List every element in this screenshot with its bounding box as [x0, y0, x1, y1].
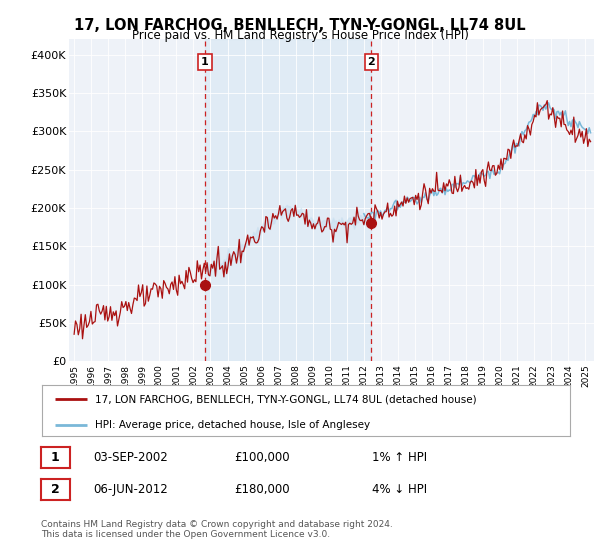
- Text: Price paid vs. HM Land Registry's House Price Index (HPI): Price paid vs. HM Land Registry's House …: [131, 29, 469, 42]
- Text: 4% ↓ HPI: 4% ↓ HPI: [372, 483, 427, 496]
- Bar: [205, 39, 371, 361]
- Text: 2: 2: [367, 57, 375, 67]
- Text: 06-JUN-2012: 06-JUN-2012: [93, 483, 168, 496]
- Text: 2: 2: [51, 483, 59, 496]
- Text: HPI: Average price, detached house, Isle of Anglesey: HPI: Average price, detached house, Isle…: [95, 419, 370, 430]
- Text: 17, LON FARCHOG, BENLLECH, TYN-Y-GONGL, LL74 8UL: 17, LON FARCHOG, BENLLECH, TYN-Y-GONGL, …: [74, 18, 526, 33]
- Text: 1: 1: [201, 57, 209, 67]
- Text: £100,000: £100,000: [234, 451, 290, 464]
- Text: 03-SEP-2002: 03-SEP-2002: [93, 451, 168, 464]
- Text: 17, LON FARCHOG, BENLLECH, TYN-Y-GONGL, LL74 8UL (detached house): 17, LON FARCHOG, BENLLECH, TYN-Y-GONGL, …: [95, 394, 476, 404]
- Text: Contains HM Land Registry data © Crown copyright and database right 2024.
This d: Contains HM Land Registry data © Crown c…: [41, 520, 392, 539]
- Text: £180,000: £180,000: [234, 483, 290, 496]
- Text: 1% ↑ HPI: 1% ↑ HPI: [372, 451, 427, 464]
- Text: 1: 1: [51, 451, 59, 464]
